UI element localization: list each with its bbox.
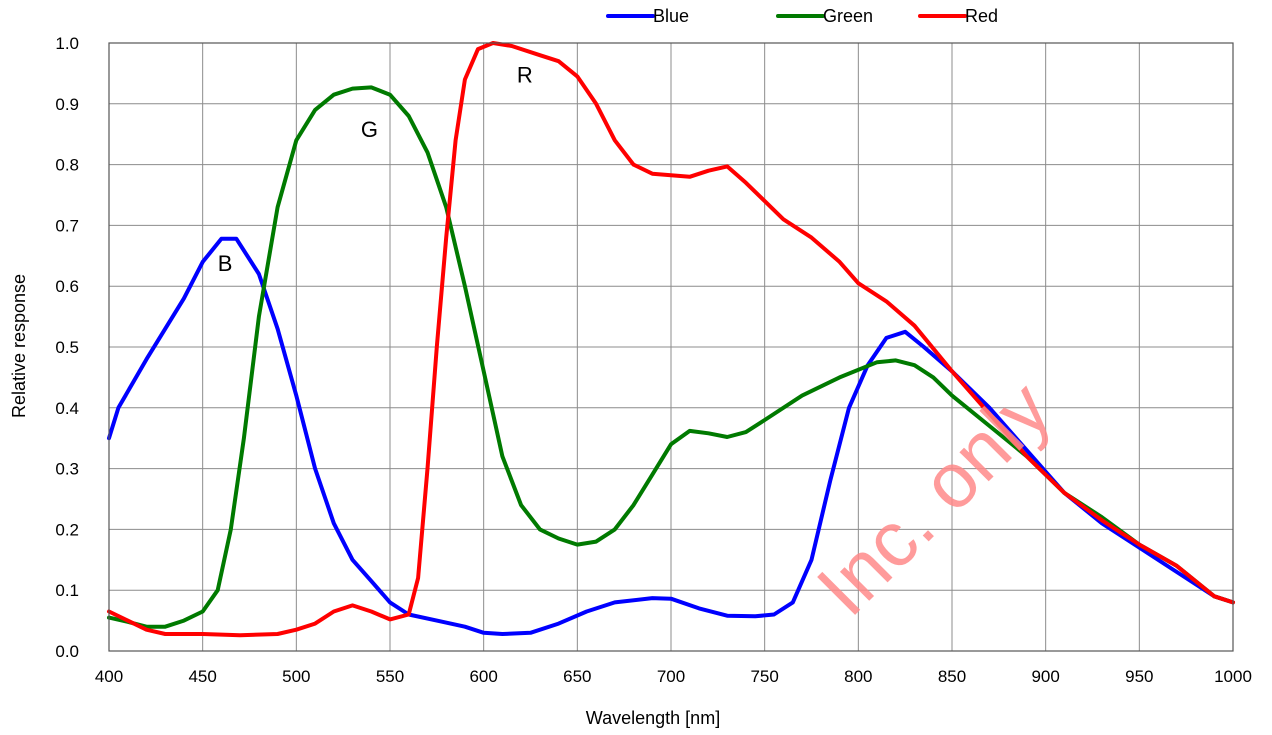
y-tick-label: 0.4	[55, 399, 79, 418]
legend-item-red: Red	[918, 6, 998, 26]
x-axis-title: Wavelength [nm]	[586, 708, 720, 728]
legend-label: Blue	[653, 6, 689, 26]
x-tick-label: 550	[376, 667, 404, 686]
x-tick-label: 500	[282, 667, 310, 686]
curve-annotations: B G R	[218, 63, 533, 276]
legend: Blue Green Red	[606, 6, 998, 26]
legend-item-green: Green	[776, 6, 873, 26]
y-tick-label: 0.8	[55, 156, 79, 175]
y-tick-label: 1.0	[55, 34, 79, 53]
y-tick-label: 0.1	[55, 581, 79, 600]
plot-frame	[108, 42, 1234, 652]
series-lines	[107, 41, 1235, 638]
x-tick-label: 1000	[1214, 667, 1252, 686]
y-tick-label: 0.7	[55, 216, 79, 235]
x-tick-label: 800	[844, 667, 872, 686]
x-tick-label: 750	[750, 667, 778, 686]
y-tick-label: 0.0	[55, 642, 79, 661]
curve-label-g: G	[361, 117, 378, 142]
x-tick-label: 650	[563, 667, 591, 686]
y-tick-label: 0.2	[55, 520, 79, 539]
legend-item-blue: Blue	[606, 6, 689, 26]
curve-label-b: B	[218, 251, 233, 276]
x-tick-label: 450	[188, 667, 216, 686]
legend-label: Green	[823, 6, 873, 26]
x-tick-label: 850	[938, 667, 966, 686]
watermark-text: Inc. only	[800, 364, 1068, 632]
x-tick-label: 600	[469, 667, 497, 686]
legend-label: Red	[965, 6, 998, 26]
y-tick-label: 0.5	[55, 338, 79, 357]
y-tick-label: 0.3	[55, 460, 79, 479]
x-tick-label: 950	[1125, 667, 1153, 686]
curve-label-r: R	[517, 63, 533, 88]
grid	[108, 42, 1234, 652]
tick-labels: 400 450 500 550 600 650 700 750 800 850 900 950 1000…	[55, 34, 1252, 686]
y-axis-title: Relative response	[9, 274, 29, 418]
x-tick-label: 700	[657, 667, 685, 686]
series-line-red	[107, 41, 1235, 638]
y-tick-label: 0.9	[55, 95, 79, 114]
y-tick-label: 0.6	[55, 277, 79, 296]
series-line-green	[107, 85, 1235, 629]
x-tick-label: 900	[1031, 667, 1059, 686]
x-tick-label: 400	[95, 667, 123, 686]
